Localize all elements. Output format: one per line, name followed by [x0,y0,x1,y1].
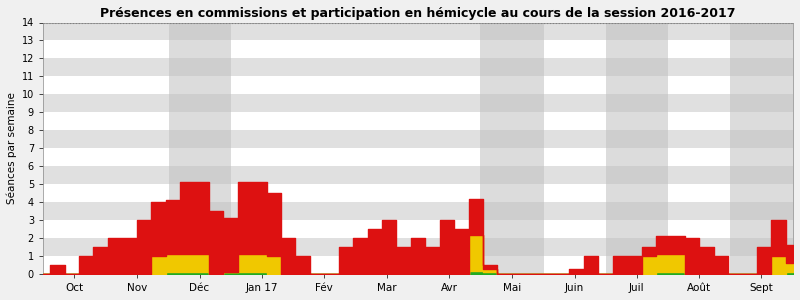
Title: Présences en commissions et participation en hémicycle au cours de la session 20: Présences en commissions et participatio… [100,7,736,20]
Bar [730,22,793,274]
Bar [43,40,793,58]
Bar [43,76,793,94]
Bar [480,22,543,274]
Y-axis label: Séances par semaine: Séances par semaine [7,92,18,204]
Bar [43,220,793,238]
Bar [43,184,793,202]
Bar [43,58,793,76]
Bar [43,256,793,274]
Bar [43,112,793,130]
Bar [169,22,230,274]
Bar [43,166,793,184]
Bar [43,238,793,256]
Bar [43,94,793,112]
Bar [43,22,793,40]
Bar [43,202,793,220]
Bar [43,130,793,148]
Bar [43,148,793,166]
Bar [606,22,667,274]
Bar [43,4,793,22]
